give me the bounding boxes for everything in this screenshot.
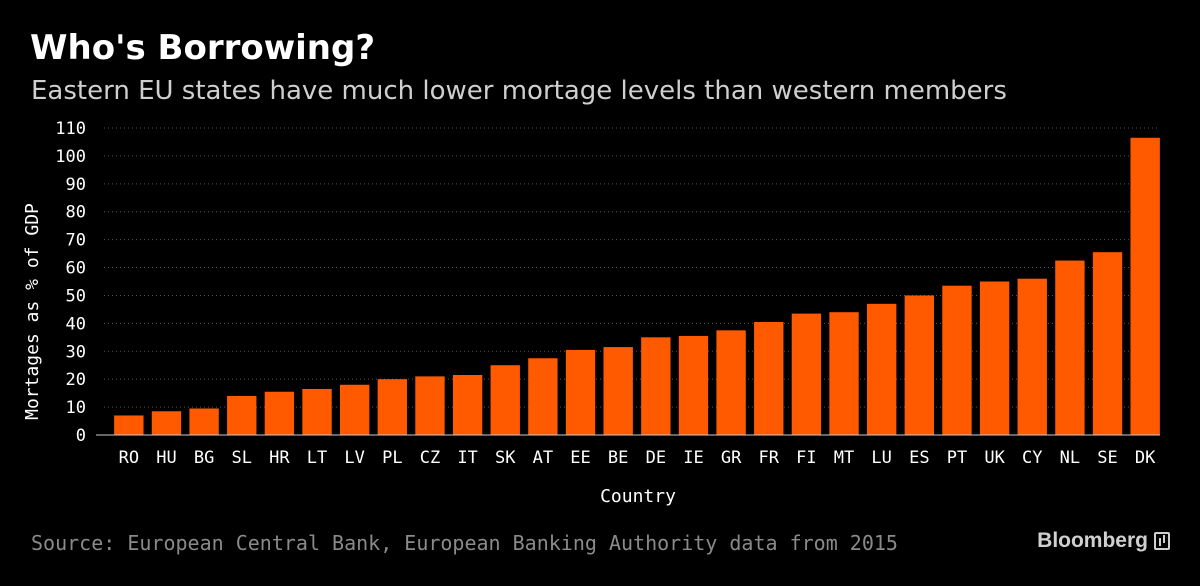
chart-subtitle: Eastern EU states have much lower mortag… [31,76,1007,106]
x-tick-label: UK [984,448,1005,468]
bar-pt [942,285,972,435]
y-axis-title: Mortages as % of GDP [22,203,43,420]
y-tick-label: 60 [66,259,86,279]
bloomberg-logo: Bloomberg [1037,529,1170,553]
x-tick-label: HU [156,448,176,468]
bar-se [1092,252,1123,435]
y-tick-label: 40 [66,314,86,334]
x-tick-label: AT [533,448,553,468]
x-tick-label: LV [344,448,364,468]
bar-ro [114,415,144,435]
x-tick-label: LT [307,448,327,468]
x-tick-label: RO [119,448,139,468]
x-tick-label: SL [232,448,252,468]
bar-uk [979,281,1010,435]
x-tick-label: DK [1135,448,1156,468]
x-tick-label: GR [721,448,742,468]
x-tick-label: MT [834,448,854,468]
x-tick-label: CY [1022,448,1042,468]
bar-de [641,337,671,435]
bar-sl [227,395,257,435]
x-tick-label: CZ [420,448,440,468]
x-tick-label: HR [269,448,290,468]
bar-ie [678,335,709,435]
bar-bg [189,408,219,435]
x-tick-label: NL [1060,448,1080,468]
bar-es [904,295,935,435]
x-tick-label: IT [457,448,477,468]
bloomberg-wordmark: Bloomberg [1037,529,1148,552]
y-tick-label: 70 [66,231,86,251]
y-tick-label: 0 [76,426,86,446]
x-tick-label: FI [796,448,816,468]
y-tick-label: 100 [55,147,86,167]
bloomberg-chart-icon [1154,532,1170,550]
x-tick-label: SK [495,448,516,468]
bar-hu [151,411,182,435]
bar-ee [565,349,596,435]
y-tick-label: 50 [66,286,86,306]
x-tick-label: ES [909,448,929,468]
bar-lt [302,388,332,435]
y-tick-label: 30 [66,342,86,362]
x-tick-label: PT [947,448,967,468]
y-tick-label: 20 [66,370,86,390]
bar-lv [339,384,370,435]
x-tick-label: SE [1097,448,1117,468]
x-tick-label: FR [759,448,780,468]
bar-fr [754,321,784,435]
bar-fi [791,313,822,435]
x-tick-label: DE [646,448,666,468]
bar-dk [1130,137,1160,435]
y-tick-label: 110 [55,119,86,139]
x-tick-label: BG [194,448,214,468]
bar-lu [866,303,897,435]
y-tick-label: 80 [66,203,86,223]
chart-title: Who's Borrowing? [30,28,376,68]
bar-it [452,374,483,435]
bar-mt [829,312,859,435]
x-tick-label: BE [608,448,628,468]
x-tick-label: LU [871,448,891,468]
bars [114,137,1160,435]
bar-sk [490,365,520,435]
bar-cz [415,376,445,435]
bar-pl [377,379,408,435]
y-tick-labels: 0 10 20 30 40 50 60 70 80 90 100 110 [55,119,86,446]
bar-gr [716,330,746,435]
y-tick-label: 10 [66,398,86,418]
bar-hr [264,391,295,435]
x-tick-label: PL [382,448,402,468]
x-tick-label: IE [683,448,703,468]
source-note: Source: European Central Bank, European … [31,531,898,555]
x-tick-labels: RO HU BG SL HR LT LV PL CZ IT SK AT EE BE DE IE GR FR FI MT… [119,448,1157,468]
bar-cy [1017,278,1047,435]
x-tick-label: EE [570,448,590,468]
bar-nl [1055,260,1085,435]
bar-be [603,347,633,435]
x-axis-title: Country [600,486,676,507]
y-tick-label: 90 [66,175,86,195]
bar-at [528,358,558,435]
